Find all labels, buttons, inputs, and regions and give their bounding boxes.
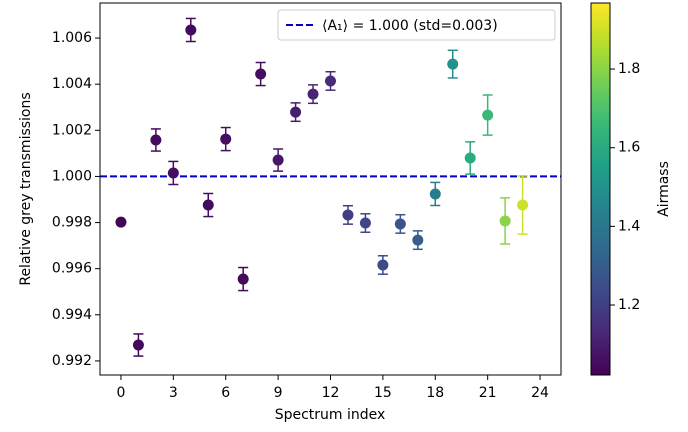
- x-tick-label: 0: [116, 385, 125, 401]
- marker: [482, 109, 494, 121]
- marker: [429, 188, 441, 200]
- data-point: [220, 126, 232, 152]
- x-tick-label: 21: [479, 385, 497, 401]
- y-tick-label: 1.006: [52, 30, 92, 46]
- marker: [499, 215, 511, 227]
- x-tick-label: 9: [274, 385, 283, 401]
- data-point: [482, 94, 494, 136]
- y-tick-label: 0.998: [52, 215, 92, 231]
- marker: [307, 88, 319, 100]
- data-point: [202, 192, 214, 218]
- data-point: [499, 197, 511, 245]
- colorbar-tick-label: 1.4: [618, 218, 640, 234]
- y-tick-label: 0.994: [52, 307, 92, 323]
- legend-label: ⟨A₁⟩ = 1.000 (std=0.003): [322, 18, 498, 34]
- marker: [377, 259, 389, 271]
- x-tick-label: 3: [169, 385, 178, 401]
- y-tick-label: 0.996: [52, 261, 92, 277]
- marker: [237, 273, 249, 285]
- marker: [185, 24, 197, 36]
- data-point: [517, 175, 529, 235]
- data-point: [185, 17, 197, 43]
- marker: [202, 199, 214, 211]
- data-point: [359, 213, 371, 233]
- marker: [220, 133, 232, 145]
- data-point: [464, 141, 476, 175]
- data-point: [255, 61, 267, 87]
- marker: [517, 199, 529, 211]
- marker: [412, 234, 424, 246]
- data-point: [132, 333, 144, 357]
- x-tick-label: 6: [221, 385, 230, 401]
- plot-frame: [99, 2, 562, 376]
- data-point: [342, 204, 354, 225]
- marker: [325, 75, 336, 87]
- marker: [359, 217, 371, 229]
- marker: [342, 209, 354, 221]
- colorbar-tick-label: 1.6: [618, 140, 640, 156]
- marker: [464, 152, 476, 164]
- marker: [150, 134, 162, 146]
- data-point: [447, 49, 459, 79]
- legend-box: [277, 9, 556, 41]
- colorbar-tick-label: 1.8: [618, 61, 640, 77]
- data-point: [412, 230, 424, 251]
- data-point: [237, 266, 249, 292]
- colorbar-label: Airmass: [656, 161, 672, 217]
- x-tick-label: 12: [322, 385, 340, 401]
- y-tick-label: 1.002: [52, 122, 92, 138]
- data-point: [290, 102, 302, 123]
- data-point: [150, 128, 162, 152]
- marker: [394, 218, 406, 230]
- data-point: [272, 148, 284, 172]
- data-point: [167, 160, 179, 186]
- x-tick-label: 18: [426, 385, 444, 401]
- data-point: [429, 181, 441, 207]
- data-point: [115, 216, 127, 228]
- marker: [447, 58, 459, 70]
- marker: [255, 68, 267, 80]
- y-axis-label: Relative grey transmissions: [18, 92, 34, 285]
- y-tick-label: 0.992: [52, 353, 92, 369]
- marker: [290, 106, 302, 118]
- x-tick-label: 15: [374, 385, 392, 401]
- x-axis-label: Spectrum index: [275, 407, 386, 423]
- data-point: [325, 70, 336, 91]
- y-tick-label: 1.004: [52, 76, 92, 92]
- marker: [167, 167, 179, 179]
- marker: [132, 339, 144, 351]
- colorbar: [590, 2, 611, 376]
- data-point: [377, 255, 389, 275]
- y-tick-label: 1.000: [52, 168, 92, 184]
- data-point: [394, 213, 406, 234]
- marker: [272, 154, 284, 166]
- colorbar-tick-label: 1.2: [618, 297, 640, 313]
- data-point: [307, 84, 319, 105]
- x-tick-label: 24: [531, 385, 549, 401]
- marker: [115, 216, 127, 228]
